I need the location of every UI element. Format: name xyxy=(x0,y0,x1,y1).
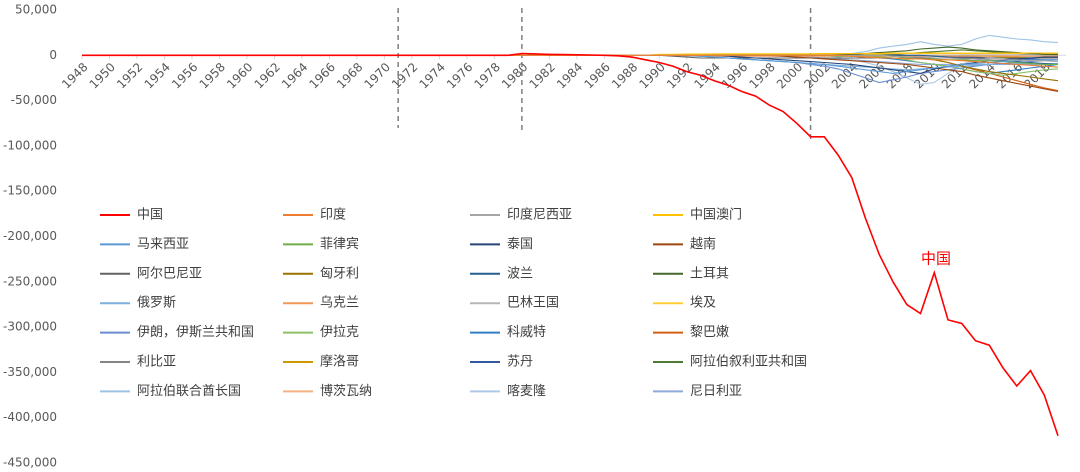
x-tick-label: 1978 xyxy=(471,60,502,91)
legend-item: 埃及 xyxy=(653,296,716,311)
x-tick-label: 1954 xyxy=(142,60,173,91)
legend-label: 埃及 xyxy=(690,296,716,311)
x-tick-label: 1964 xyxy=(279,60,310,91)
legend-label: 匈牙利 xyxy=(320,266,359,281)
x-tick-label: 1958 xyxy=(197,60,228,91)
legend-label: 尼日利亚 xyxy=(690,384,742,399)
legend-label: 博茨瓦纳 xyxy=(320,384,372,399)
x-tick-label: 1998 xyxy=(746,60,777,91)
legend-label: 乌克兰 xyxy=(320,295,359,311)
legend-item: 中国 xyxy=(100,208,163,223)
legend-label: 波兰 xyxy=(507,266,533,281)
legend-label: 科威特 xyxy=(507,325,546,340)
legend-item: 摩洛哥 xyxy=(283,354,359,370)
x-tick-label: 1948 xyxy=(59,60,90,91)
x-tick-label: 1994 xyxy=(691,60,722,91)
legend-item: 菲律宾 xyxy=(283,236,359,252)
legend-label: 阿拉伯联合酋长国 xyxy=(137,383,241,399)
legend-label: 苏丹 xyxy=(507,354,533,370)
series-line xyxy=(82,34,1059,56)
legend-label: 利比亚 xyxy=(137,355,176,370)
legend-label: 中国澳门 xyxy=(690,207,742,223)
y-tick-label: -200,000 xyxy=(3,229,57,243)
y-tick-label: 50,000 xyxy=(15,3,57,17)
legend-item: 喀麦隆 xyxy=(470,383,546,399)
x-tick-label: 1990 xyxy=(636,60,667,91)
y-tick-label: -300,000 xyxy=(3,320,57,334)
x-tick-label: 1980 xyxy=(499,60,530,91)
legend-item: 马来西亚 xyxy=(100,237,189,252)
y-tick-label: -400,000 xyxy=(3,410,57,424)
legend-label: 印度尼西亚 xyxy=(507,207,572,223)
series-line xyxy=(82,52,1059,437)
legend-label: 中国 xyxy=(137,208,163,223)
y-tick-label: -250,000 xyxy=(3,274,57,288)
y-tick-label: -100,000 xyxy=(3,138,57,152)
legend-label: 泰国 xyxy=(507,237,533,252)
legend-label: 阿尔巴尼亚 xyxy=(137,266,202,281)
legend-item: 苏丹 xyxy=(470,354,533,370)
legend-item: 印度尼西亚 xyxy=(470,207,572,223)
legend-label: 越南 xyxy=(690,236,716,252)
x-tick-label: 1988 xyxy=(609,60,640,91)
x-tick-label: 1986 xyxy=(581,60,612,91)
legend-item: 伊朗，伊斯兰共和国 xyxy=(100,325,254,340)
legend-item: 黎巴嫩 xyxy=(653,325,729,340)
legend-label: 喀麦隆 xyxy=(507,383,546,399)
legend-label: 黎巴嫩 xyxy=(690,325,729,340)
legend-item: 泰国 xyxy=(470,237,533,252)
legend-item: 中国澳门 xyxy=(653,207,742,223)
x-tick-label: 1956 xyxy=(169,60,200,91)
legend-item: 俄罗斯 xyxy=(100,296,176,311)
x-tick-label: 1950 xyxy=(87,60,118,91)
y-tick-label: -350,000 xyxy=(3,365,57,379)
x-tick-label: 1976 xyxy=(444,60,475,91)
x-tick-label: 1962 xyxy=(252,60,283,91)
legend-label: 阿拉伯叙利亚共和国 xyxy=(690,355,807,370)
legend-item: 阿尔巴尼亚 xyxy=(100,266,202,281)
legend-label: 菲律宾 xyxy=(320,236,359,252)
legend-item: 土耳其 xyxy=(653,266,729,281)
legend-item: 伊拉克 xyxy=(283,325,359,340)
legend-label: 摩洛哥 xyxy=(320,354,359,370)
y-tick-label: -150,000 xyxy=(3,184,57,198)
x-tick-label: 1966 xyxy=(307,60,338,91)
annotation: 中国 xyxy=(921,250,951,268)
x-tick-label: 1996 xyxy=(719,60,750,91)
x-tick-label: 1984 xyxy=(554,60,585,91)
legend-item: 越南 xyxy=(653,236,716,252)
legend-item: 巴林王国 xyxy=(470,296,559,311)
legend-item: 博茨瓦纳 xyxy=(283,384,372,399)
legend-item: 印度 xyxy=(283,207,346,223)
legend-item: 阿拉伯叙利亚共和国 xyxy=(653,355,807,370)
x-tick-label: 1970 xyxy=(362,60,393,91)
legend-label: 伊朗，伊斯兰共和国 xyxy=(137,325,254,340)
legend-label: 马来西亚 xyxy=(137,237,189,252)
legend-label: 伊拉克 xyxy=(320,325,359,340)
x-tick-label: 1960 xyxy=(224,60,255,91)
x-tick-label: 1974 xyxy=(417,60,448,91)
legend-item: 波兰 xyxy=(470,266,533,281)
x-tick-label: 2000 xyxy=(774,60,805,91)
x-tick-label: 1952 xyxy=(114,60,145,91)
legend-label: 俄罗斯 xyxy=(137,296,176,311)
x-tick-label: 1972 xyxy=(389,60,420,91)
legend-item: 乌克兰 xyxy=(283,295,359,311)
y-tick-label: -450,000 xyxy=(3,456,57,470)
x-tick-label: 1968 xyxy=(334,60,365,91)
x-tick-label: 1982 xyxy=(526,60,557,91)
legend-label: 印度 xyxy=(320,207,346,223)
legend-label: 土耳其 xyxy=(690,266,729,281)
legend-item: 尼日利亚 xyxy=(653,384,742,399)
legend-label: 巴林王国 xyxy=(507,296,559,311)
legend-item: 匈牙利 xyxy=(283,266,359,281)
legend-item: 阿拉伯联合酋长国 xyxy=(100,383,241,399)
legend-item: 利比亚 xyxy=(100,355,176,370)
legend-item: 科威特 xyxy=(470,325,546,340)
y-tick-label: 0 xyxy=(49,48,57,62)
y-tick-label: -50,000 xyxy=(11,93,57,107)
